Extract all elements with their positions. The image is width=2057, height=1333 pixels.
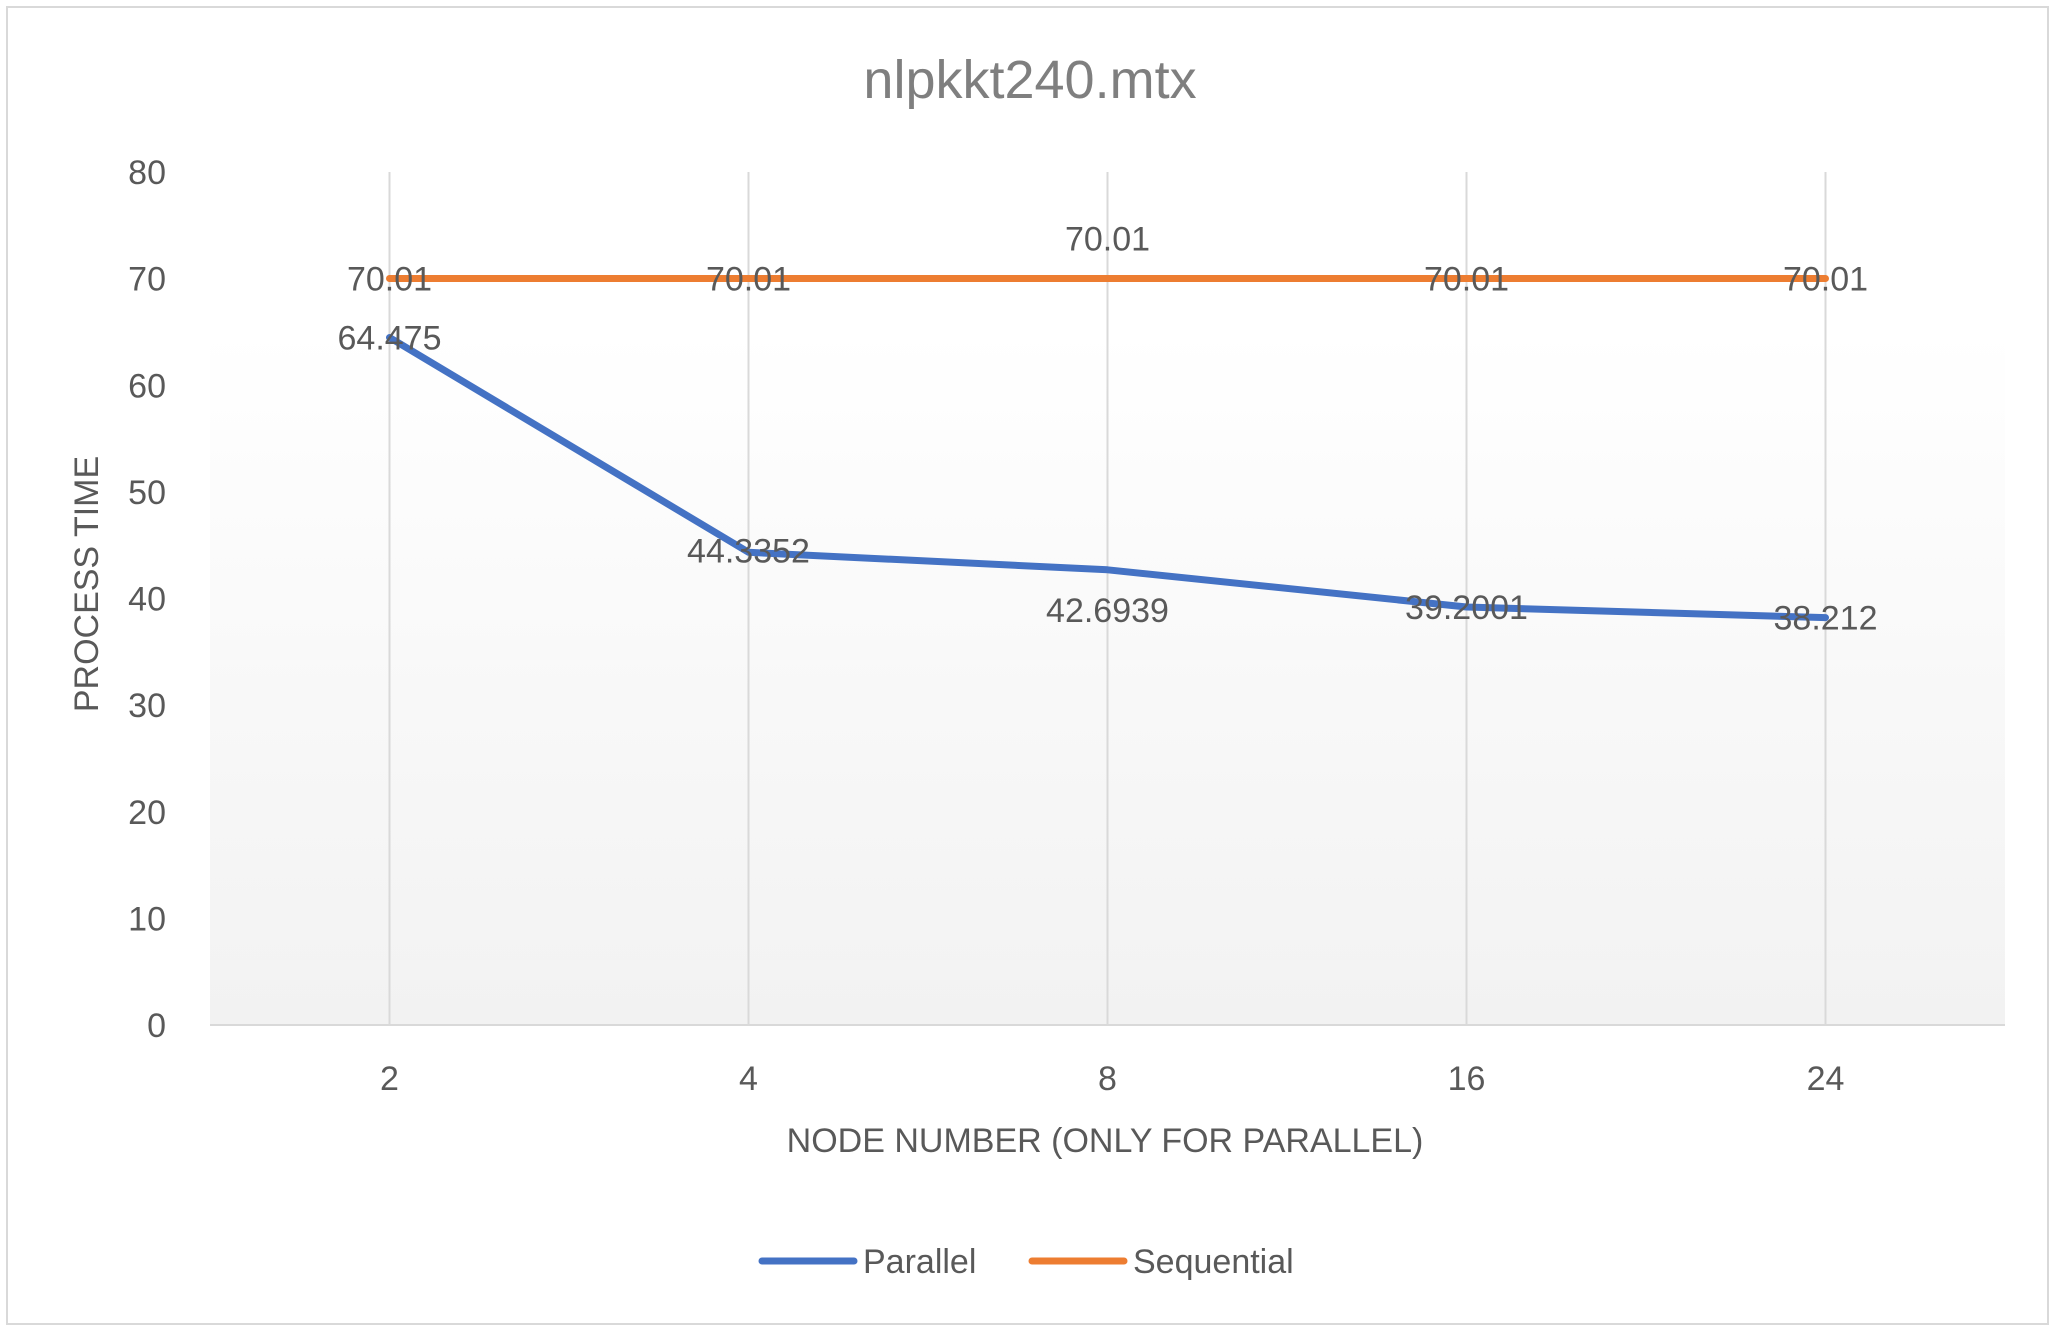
y-tick-label: 70: [128, 261, 166, 299]
x-axis-title: NODE NUMBER (ONLY FOR PARALLEL): [787, 1122, 1424, 1160]
x-tick-label: 4: [739, 1060, 758, 1098]
gridlines: [388, 172, 1827, 1025]
data-label-parallel: 38.212: [1774, 600, 1878, 638]
series-line-parallel: [386, 334, 1829, 622]
data-label-sequential: 70.01: [347, 261, 432, 299]
x-tick-label: 16: [1448, 1060, 1486, 1098]
y-tick-label: 60: [128, 367, 166, 405]
y-tick-label: 80: [128, 154, 166, 192]
chart-title: nlpkkt240.mtx: [863, 50, 1196, 110]
legend-sequential-label: Sequential: [1133, 1243, 1294, 1281]
data-labels: 64.475 44.3352 42.6939 39.2001 38.212 70.01 70…: [338, 221, 1878, 638]
y-tick-label: 10: [128, 900, 166, 938]
data-label-parallel: 64.475: [338, 320, 442, 358]
data-label-parallel: 44.3352: [687, 532, 810, 570]
y-axis-title: PROCESS TIME: [68, 456, 106, 712]
legend-parallel-label: Parallel: [863, 1243, 976, 1281]
data-label-sequential: 70.01: [1065, 221, 1150, 259]
data-label-sequential: 70.01: [1424, 261, 1509, 299]
y-tick-label: 40: [128, 581, 166, 619]
x-tick-label: 8: [1098, 1060, 1117, 1098]
data-label-parallel: 39.2001: [1405, 589, 1528, 627]
data-label-sequential: 70.01: [706, 261, 791, 299]
x-tick-label: 24: [1807, 1060, 1845, 1098]
data-label-parallel: 42.6939: [1046, 592, 1169, 630]
y-tick-label: 0: [147, 1007, 166, 1045]
data-label-sequential: 70.01: [1783, 261, 1868, 299]
y-tick-label: 30: [128, 687, 166, 725]
x-tick-label: 2: [380, 1060, 399, 1098]
y-tick-label: 20: [128, 794, 166, 832]
y-tick-label: 50: [128, 474, 166, 512]
series-lines: [386, 275, 1829, 622]
legend: Parallel Sequential: [758, 1243, 1294, 1281]
